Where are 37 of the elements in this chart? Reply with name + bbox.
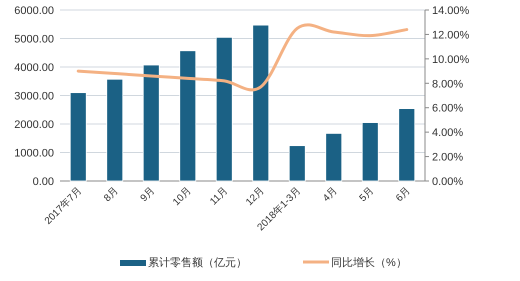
y-tick-label: 3000.00 bbox=[14, 90, 54, 102]
y-tick-label: 0.00 bbox=[32, 176, 54, 188]
x-tick-label: 6月 bbox=[394, 185, 413, 204]
bar bbox=[325, 133, 342, 182]
x-tick-label: 8月 bbox=[102, 185, 121, 204]
legend-label: 累计零售额（亿元） bbox=[148, 256, 247, 269]
y2-tick-label: 8.00% bbox=[432, 78, 464, 90]
bar bbox=[362, 122, 379, 182]
y-tick-label: 2000.00 bbox=[14, 119, 54, 131]
x-tick-label: 5月 bbox=[358, 185, 376, 204]
x-tick-label: 12月 bbox=[244, 185, 267, 208]
y2-tick-label: 0.00% bbox=[432, 176, 464, 188]
x-tick-label: 10月 bbox=[171, 185, 194, 208]
legend-同比增长（%）: 同比增长（%） bbox=[303, 257, 407, 269]
x-tick-label: 4月 bbox=[321, 185, 340, 204]
bar bbox=[398, 108, 416, 182]
y2-tick-label: 6.00% bbox=[432, 102, 464, 115]
y2-tick-label: 2.00% bbox=[432, 152, 464, 164]
y2-tick-label: 10.00% bbox=[432, 54, 470, 66]
bar bbox=[288, 145, 306, 182]
y-tick-label: 4000.00 bbox=[14, 62, 54, 74]
y-tick-label: 5000.00 bbox=[14, 34, 54, 46]
bar bbox=[142, 64, 160, 182]
y2-tick-label: 12.00% bbox=[432, 29, 470, 42]
y2-tick-label: 4.00% bbox=[432, 127, 464, 140]
bar bbox=[106, 78, 124, 182]
y-tick-label: 1000.00 bbox=[14, 148, 54, 160]
y-tick-label: 6000.00 bbox=[14, 5, 54, 17]
y2-tick-label: 14.00% bbox=[432, 5, 470, 17]
x-tick-label: 11月 bbox=[208, 185, 230, 208]
bar bbox=[70, 92, 87, 182]
x-tick-label: 9月 bbox=[138, 185, 158, 204]
legend-累计零售额（亿元）: 累计零售额（亿元） bbox=[120, 257, 247, 269]
bar bbox=[252, 24, 270, 182]
bar bbox=[216, 36, 233, 182]
legend-label: 同比增长（%） bbox=[331, 256, 407, 269]
bar bbox=[179, 50, 196, 182]
